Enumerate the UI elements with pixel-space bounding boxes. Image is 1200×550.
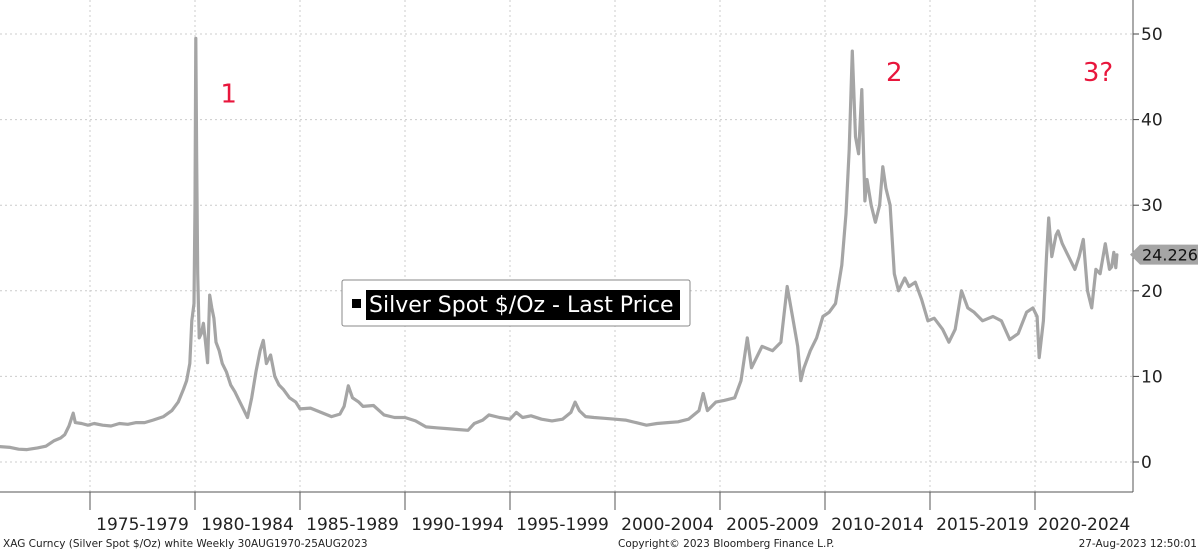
x-tick-label: 2000-2004 xyxy=(621,515,714,535)
y-tick-label: 50 xyxy=(1141,25,1163,45)
grid-lines xyxy=(0,0,1133,492)
y-tick-label: 30 xyxy=(1141,196,1163,216)
legend-swatch xyxy=(352,299,361,308)
legend-label: Silver Spot $/Oz - Last Price xyxy=(369,293,673,318)
last-price-label: 24.226 xyxy=(1142,246,1198,265)
last-price-tag-shape xyxy=(1130,244,1198,265)
x-tick-label: 1975-1979 xyxy=(96,515,189,535)
series-layer xyxy=(0,36,1119,452)
x-tick-label: 2015-2019 xyxy=(936,515,1029,535)
x-tick-label: 2020-2024 xyxy=(1038,515,1131,535)
legend-label-background xyxy=(366,290,680,320)
y-tick-label: 0 xyxy=(1141,453,1152,473)
chart-annotation: 1 xyxy=(220,79,237,109)
x-tick-label: 1990-1994 xyxy=(411,515,504,535)
x-tick-label: 1985-1989 xyxy=(306,515,399,535)
x-tick-label: 2010-2014 xyxy=(831,515,924,535)
y-tick-label: 20 xyxy=(1141,282,1163,302)
chart-annotation: 2 xyxy=(886,58,903,88)
axes: 0 10 20 30 40 50 1975-1979 1980-1984 1985-1989 19… xyxy=(0,0,1163,535)
footer-center: Copyright© 2023 Bloomberg Finance L.P. xyxy=(618,538,834,550)
y-tick-label: 40 xyxy=(1141,111,1163,131)
series-line xyxy=(0,36,1119,452)
x-tick-label: 1980-1984 xyxy=(201,515,294,535)
chart-annotation: 3? xyxy=(1083,58,1113,88)
last-price-tag: 24.226 xyxy=(1130,244,1198,265)
footer-right: 27-Aug-2023 12:50:01 xyxy=(1079,538,1197,550)
y-tick-label: 10 xyxy=(1141,367,1163,387)
x-tick-label: 2005-2009 xyxy=(726,515,819,535)
legend: Silver Spot $/Oz - Last Price xyxy=(341,279,691,327)
footer-left: XAG Curncy (Silver Spot $/Oz) white Week… xyxy=(3,538,368,550)
x-tick-label: 1995-1999 xyxy=(516,515,609,535)
annotations: 1 2 3? xyxy=(220,58,1113,109)
